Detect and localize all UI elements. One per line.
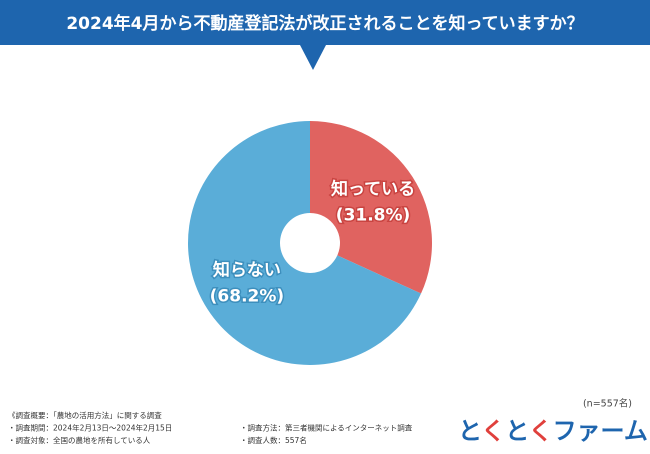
donut-slice xyxy=(310,121,432,294)
slice-value-label: (31.8%) xyxy=(336,205,411,225)
logo-part: と xyxy=(505,417,528,445)
logo-part: と xyxy=(458,417,481,445)
header-bar xyxy=(0,0,650,45)
slice-label: 知らない xyxy=(212,260,281,281)
logo: とくとくファーム xyxy=(458,417,648,445)
donut-slice xyxy=(187,120,422,365)
logo-part: く xyxy=(529,417,553,445)
note: ・調査人数：557名 xyxy=(240,435,307,445)
sample-note: (n=557名) xyxy=(583,398,632,410)
note: ・調査方法：第三者機関によるインターネット調査 xyxy=(240,423,413,433)
chart-title: 2024年4月から不動産登記法が改正されることを知っていますか？ xyxy=(66,13,583,34)
header-pointer xyxy=(300,45,326,70)
note: 《調査概要：「農地の活用方法」に関する調査 xyxy=(8,410,162,420)
note: ・調査対象：全国の農地を所有している人 xyxy=(8,435,151,445)
slice-value-label: (68.2%) xyxy=(210,287,285,307)
note: ・調査期間：2024年2月13日～2024年2月15日 xyxy=(8,423,172,433)
logo-part: く xyxy=(481,417,505,445)
slice-label: 知っている xyxy=(330,178,415,199)
logo-part: ファーム xyxy=(553,417,648,445)
